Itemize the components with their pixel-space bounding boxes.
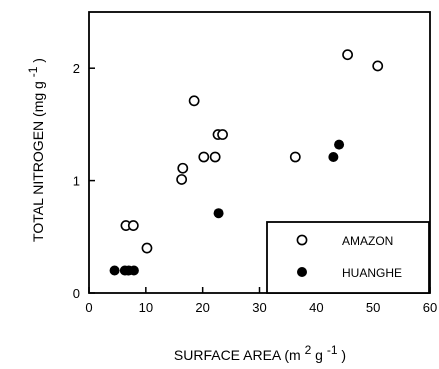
- y-axis-ticks: 0 1 2: [73, 61, 95, 301]
- legend-marker-huanghe: [297, 267, 307, 277]
- point-amazon: [141, 242, 153, 254]
- y-tick-label: 2: [73, 61, 80, 76]
- point-amazon: [177, 162, 189, 174]
- legend-marker-amazon: [296, 234, 308, 246]
- point-amazon: [127, 220, 139, 231]
- point-amazon: [188, 95, 200, 107]
- point-amazon: [209, 151, 221, 163]
- x-tick-label: 20: [195, 300, 209, 315]
- x-tick-label: 50: [366, 300, 380, 315]
- x-tick-label: 60: [423, 300, 437, 315]
- point-huanghe: [128, 265, 139, 276]
- x-axis-title: SURFACE AREA (m 2 g -1 ): [174, 341, 346, 363]
- y-tick-label: 0: [73, 286, 80, 301]
- point-huanghe: [109, 265, 120, 276]
- point-huanghe: [334, 139, 345, 150]
- point-huanghe: [213, 208, 224, 219]
- point-amazon: [372, 60, 384, 72]
- x-tick-label: 10: [139, 300, 153, 315]
- x-tick-label: 0: [85, 300, 92, 315]
- legend: AMAZON HUANGHE: [266, 221, 430, 294]
- point-huanghe: [328, 151, 339, 162]
- legend-label-huanghe: HUANGHE: [342, 266, 402, 280]
- point-amazon: [198, 151, 210, 163]
- legend-label-amazon: AMAZON: [342, 234, 393, 248]
- point-amazon: [342, 49, 353, 61]
- point-amazon: [289, 151, 301, 163]
- point-amazon: [176, 174, 188, 185]
- point-amazon: [217, 129, 228, 140]
- data-points: [109, 49, 384, 276]
- x-tick-label: 30: [252, 300, 266, 315]
- y-tick-label: 1: [73, 174, 80, 189]
- y-axis-title: TOTAL NITROGEN (mg g -1 ): [24, 58, 46, 242]
- legend-box: [266, 221, 430, 294]
- x-tick-label: 40: [309, 300, 323, 315]
